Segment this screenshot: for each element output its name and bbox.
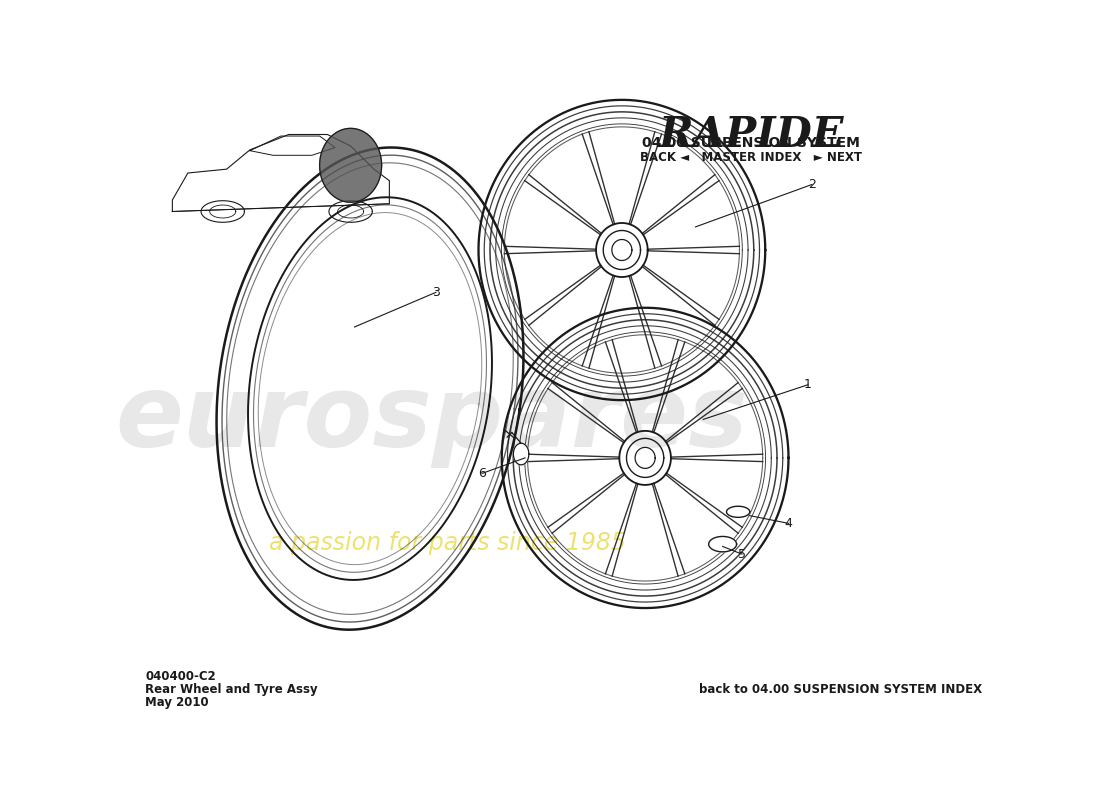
Text: Rear Wheel and Tyre Assy: Rear Wheel and Tyre Assy xyxy=(145,682,318,696)
Text: eurospares: eurospares xyxy=(116,371,748,468)
Text: back to 04.00 SUSPENSION SYSTEM INDEX: back to 04.00 SUSPENSION SYSTEM INDEX xyxy=(700,682,982,696)
Text: 040400-C2: 040400-C2 xyxy=(145,670,216,682)
Text: May 2010: May 2010 xyxy=(145,696,209,709)
Text: 6: 6 xyxy=(478,467,486,480)
Text: 1: 1 xyxy=(804,378,812,391)
Polygon shape xyxy=(726,506,750,518)
Text: BACK ◄   MASTER INDEX   ► NEXT: BACK ◄ MASTER INDEX ► NEXT xyxy=(640,151,862,165)
Polygon shape xyxy=(320,128,382,202)
Text: 2: 2 xyxy=(807,178,816,191)
Text: a passion for parts since 1985: a passion for parts since 1985 xyxy=(270,530,626,554)
Polygon shape xyxy=(708,537,737,552)
Text: RAPIDE: RAPIDE xyxy=(659,114,844,157)
Text: 04.00 SUSPENSION SYSTEM: 04.00 SUSPENSION SYSTEM xyxy=(642,136,860,150)
Text: 3: 3 xyxy=(432,286,440,299)
Polygon shape xyxy=(514,443,529,465)
Text: 4: 4 xyxy=(784,517,792,530)
Text: 5: 5 xyxy=(738,548,746,561)
